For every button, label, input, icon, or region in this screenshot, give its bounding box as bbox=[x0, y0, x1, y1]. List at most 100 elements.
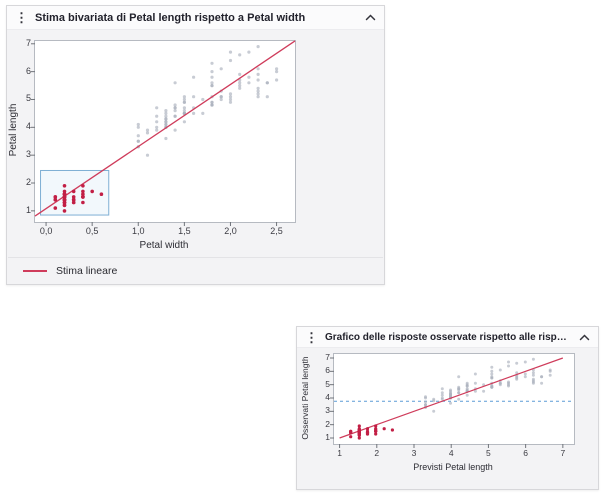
data-point-unselected[interactable] bbox=[238, 86, 242, 90]
data-point-unselected[interactable] bbox=[228, 100, 233, 104]
data-point-unselected[interactable] bbox=[192, 95, 196, 99]
data-point-unselected[interactable] bbox=[238, 72, 242, 76]
data-point-unselected[interactable] bbox=[490, 365, 494, 369]
data-point-unselected[interactable] bbox=[490, 385, 494, 389]
data-point-unselected[interactable] bbox=[531, 371, 535, 375]
data-point-selected[interactable] bbox=[62, 197, 67, 202]
data-point-unselected[interactable] bbox=[182, 95, 186, 99]
data-point-selected[interactable] bbox=[349, 435, 353, 439]
data-point-unselected[interactable] bbox=[256, 92, 260, 96]
data-point-unselected[interactable] bbox=[531, 357, 535, 361]
data-point-selected[interactable] bbox=[62, 209, 67, 213]
data-point-unselected[interactable] bbox=[515, 375, 519, 379]
data-point-unselected[interactable] bbox=[182, 100, 186, 104]
data-point-unselected[interactable] bbox=[182, 97, 186, 102]
data-point-unselected[interactable] bbox=[531, 380, 535, 384]
data-point-unselected[interactable] bbox=[256, 45, 260, 49]
data-point-unselected[interactable] bbox=[457, 385, 461, 389]
panel-menu-icon[interactable]: ⋮ bbox=[15, 10, 28, 25]
data-point-unselected[interactable] bbox=[145, 131, 150, 135]
data-point-unselected[interactable] bbox=[192, 75, 196, 79]
data-point-unselected[interactable] bbox=[424, 395, 427, 399]
data-point-unselected[interactable] bbox=[247, 50, 251, 54]
data-point-unselected[interactable] bbox=[531, 377, 535, 381]
data-point-selected[interactable] bbox=[357, 436, 361, 440]
data-point-unselected[interactable] bbox=[424, 400, 427, 404]
data-point-unselected[interactable] bbox=[548, 368, 552, 372]
data-point-unselected[interactable] bbox=[182, 106, 186, 110]
data-point-selected[interactable] bbox=[81, 200, 85, 205]
data-point-unselected[interactable] bbox=[275, 67, 279, 71]
data-point-unselected[interactable] bbox=[173, 109, 177, 113]
data-point-unselected[interactable] bbox=[145, 128, 150, 132]
data-point-unselected[interactable] bbox=[440, 396, 444, 400]
data-point-unselected[interactable] bbox=[219, 97, 223, 102]
data-point-unselected[interactable] bbox=[482, 383, 486, 387]
data-point-selected[interactable] bbox=[357, 424, 361, 428]
data-point-unselected[interactable] bbox=[540, 375, 544, 379]
data-point-unselected[interactable] bbox=[473, 389, 477, 393]
data-point-unselected[interactable] bbox=[256, 78, 260, 82]
data-point-unselected[interactable] bbox=[228, 58, 233, 63]
fit-line[interactable] bbox=[34, 40, 296, 217]
data-point-unselected[interactable] bbox=[265, 81, 269, 85]
data-point-unselected[interactable] bbox=[219, 95, 223, 99]
data-point-unselected[interactable] bbox=[256, 89, 260, 93]
data-point-selected[interactable] bbox=[53, 206, 58, 210]
data-point-unselected[interactable] bbox=[482, 389, 486, 393]
data-point-selected[interactable] bbox=[62, 189, 67, 194]
data-point-unselected[interactable] bbox=[465, 387, 469, 391]
data-point-selected[interactable] bbox=[390, 428, 394, 432]
data-point-unselected[interactable] bbox=[449, 401, 452, 405]
data-point-unselected[interactable] bbox=[457, 397, 461, 401]
data-point-unselected[interactable] bbox=[247, 81, 251, 85]
data-point-unselected[interactable] bbox=[182, 109, 186, 113]
data-point-unselected[interactable] bbox=[440, 393, 444, 397]
data-point-unselected[interactable] bbox=[210, 70, 214, 74]
data-point-unselected[interactable] bbox=[173, 81, 177, 85]
data-point-unselected[interactable] bbox=[164, 111, 168, 115]
data-point-unselected[interactable] bbox=[275, 78, 279, 82]
data-point-unselected[interactable] bbox=[498, 383, 502, 387]
data-point-unselected[interactable] bbox=[465, 393, 469, 397]
data-point-unselected[interactable] bbox=[473, 381, 477, 385]
data-point-unselected[interactable] bbox=[173, 128, 177, 132]
data-point-unselected[interactable] bbox=[473, 372, 477, 376]
data-point-unselected[interactable] bbox=[540, 381, 544, 385]
data-point-unselected[interactable] bbox=[164, 120, 168, 124]
data-point-unselected[interactable] bbox=[247, 75, 251, 79]
data-point-unselected[interactable] bbox=[457, 391, 461, 395]
data-point-unselected[interactable] bbox=[498, 368, 502, 372]
data-point-unselected[interactable] bbox=[238, 53, 242, 57]
data-point-unselected[interactable] bbox=[490, 372, 494, 376]
data-point-unselected[interactable] bbox=[507, 364, 510, 368]
data-point-selected[interactable] bbox=[62, 184, 67, 188]
data-point-selected[interactable] bbox=[62, 200, 67, 205]
data-point-selected[interactable] bbox=[349, 431, 353, 435]
data-point-unselected[interactable] bbox=[145, 153, 150, 157]
data-point-unselected[interactable] bbox=[548, 373, 552, 377]
data-point-selected[interactable] bbox=[53, 195, 58, 199]
data-point-selected[interactable] bbox=[62, 195, 67, 199]
data-point-unselected[interactable] bbox=[275, 70, 279, 74]
data-point-unselected[interactable] bbox=[457, 388, 461, 392]
data-point-selected[interactable] bbox=[81, 192, 85, 196]
data-point-unselected[interactable] bbox=[155, 114, 159, 118]
data-point-unselected[interactable] bbox=[228, 97, 233, 102]
data-point-unselected[interactable] bbox=[507, 384, 510, 388]
data-point-unselected[interactable] bbox=[228, 95, 233, 99]
data-point-unselected[interactable] bbox=[201, 111, 205, 115]
data-point-unselected[interactable] bbox=[219, 67, 223, 71]
data-point-selected[interactable] bbox=[81, 184, 85, 188]
actual-by-predicted-plot-canvas[interactable] bbox=[330, 354, 574, 448]
data-point-selected[interactable] bbox=[62, 192, 67, 196]
data-point-unselected[interactable] bbox=[490, 369, 494, 373]
data-point-selected[interactable] bbox=[365, 431, 370, 435]
data-point-selected[interactable] bbox=[374, 429, 378, 433]
data-point-unselected[interactable] bbox=[164, 109, 168, 113]
data-point-unselected[interactable] bbox=[173, 103, 177, 107]
data-point-unselected[interactable] bbox=[155, 125, 159, 129]
data-point-unselected[interactable] bbox=[210, 81, 214, 85]
data-point-unselected[interactable] bbox=[457, 375, 461, 379]
fit-line[interactable] bbox=[339, 357, 564, 439]
